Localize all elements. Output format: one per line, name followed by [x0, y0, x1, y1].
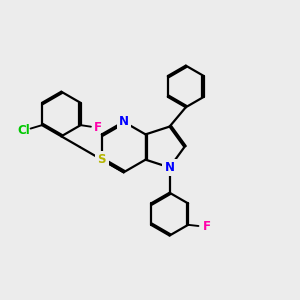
- Text: N: N: [119, 115, 129, 128]
- Text: F: F: [203, 220, 211, 233]
- Text: Cl: Cl: [17, 124, 30, 137]
- Text: S: S: [98, 153, 106, 166]
- Text: N: N: [165, 161, 175, 174]
- Text: F: F: [94, 121, 102, 134]
- Text: N: N: [97, 153, 107, 166]
